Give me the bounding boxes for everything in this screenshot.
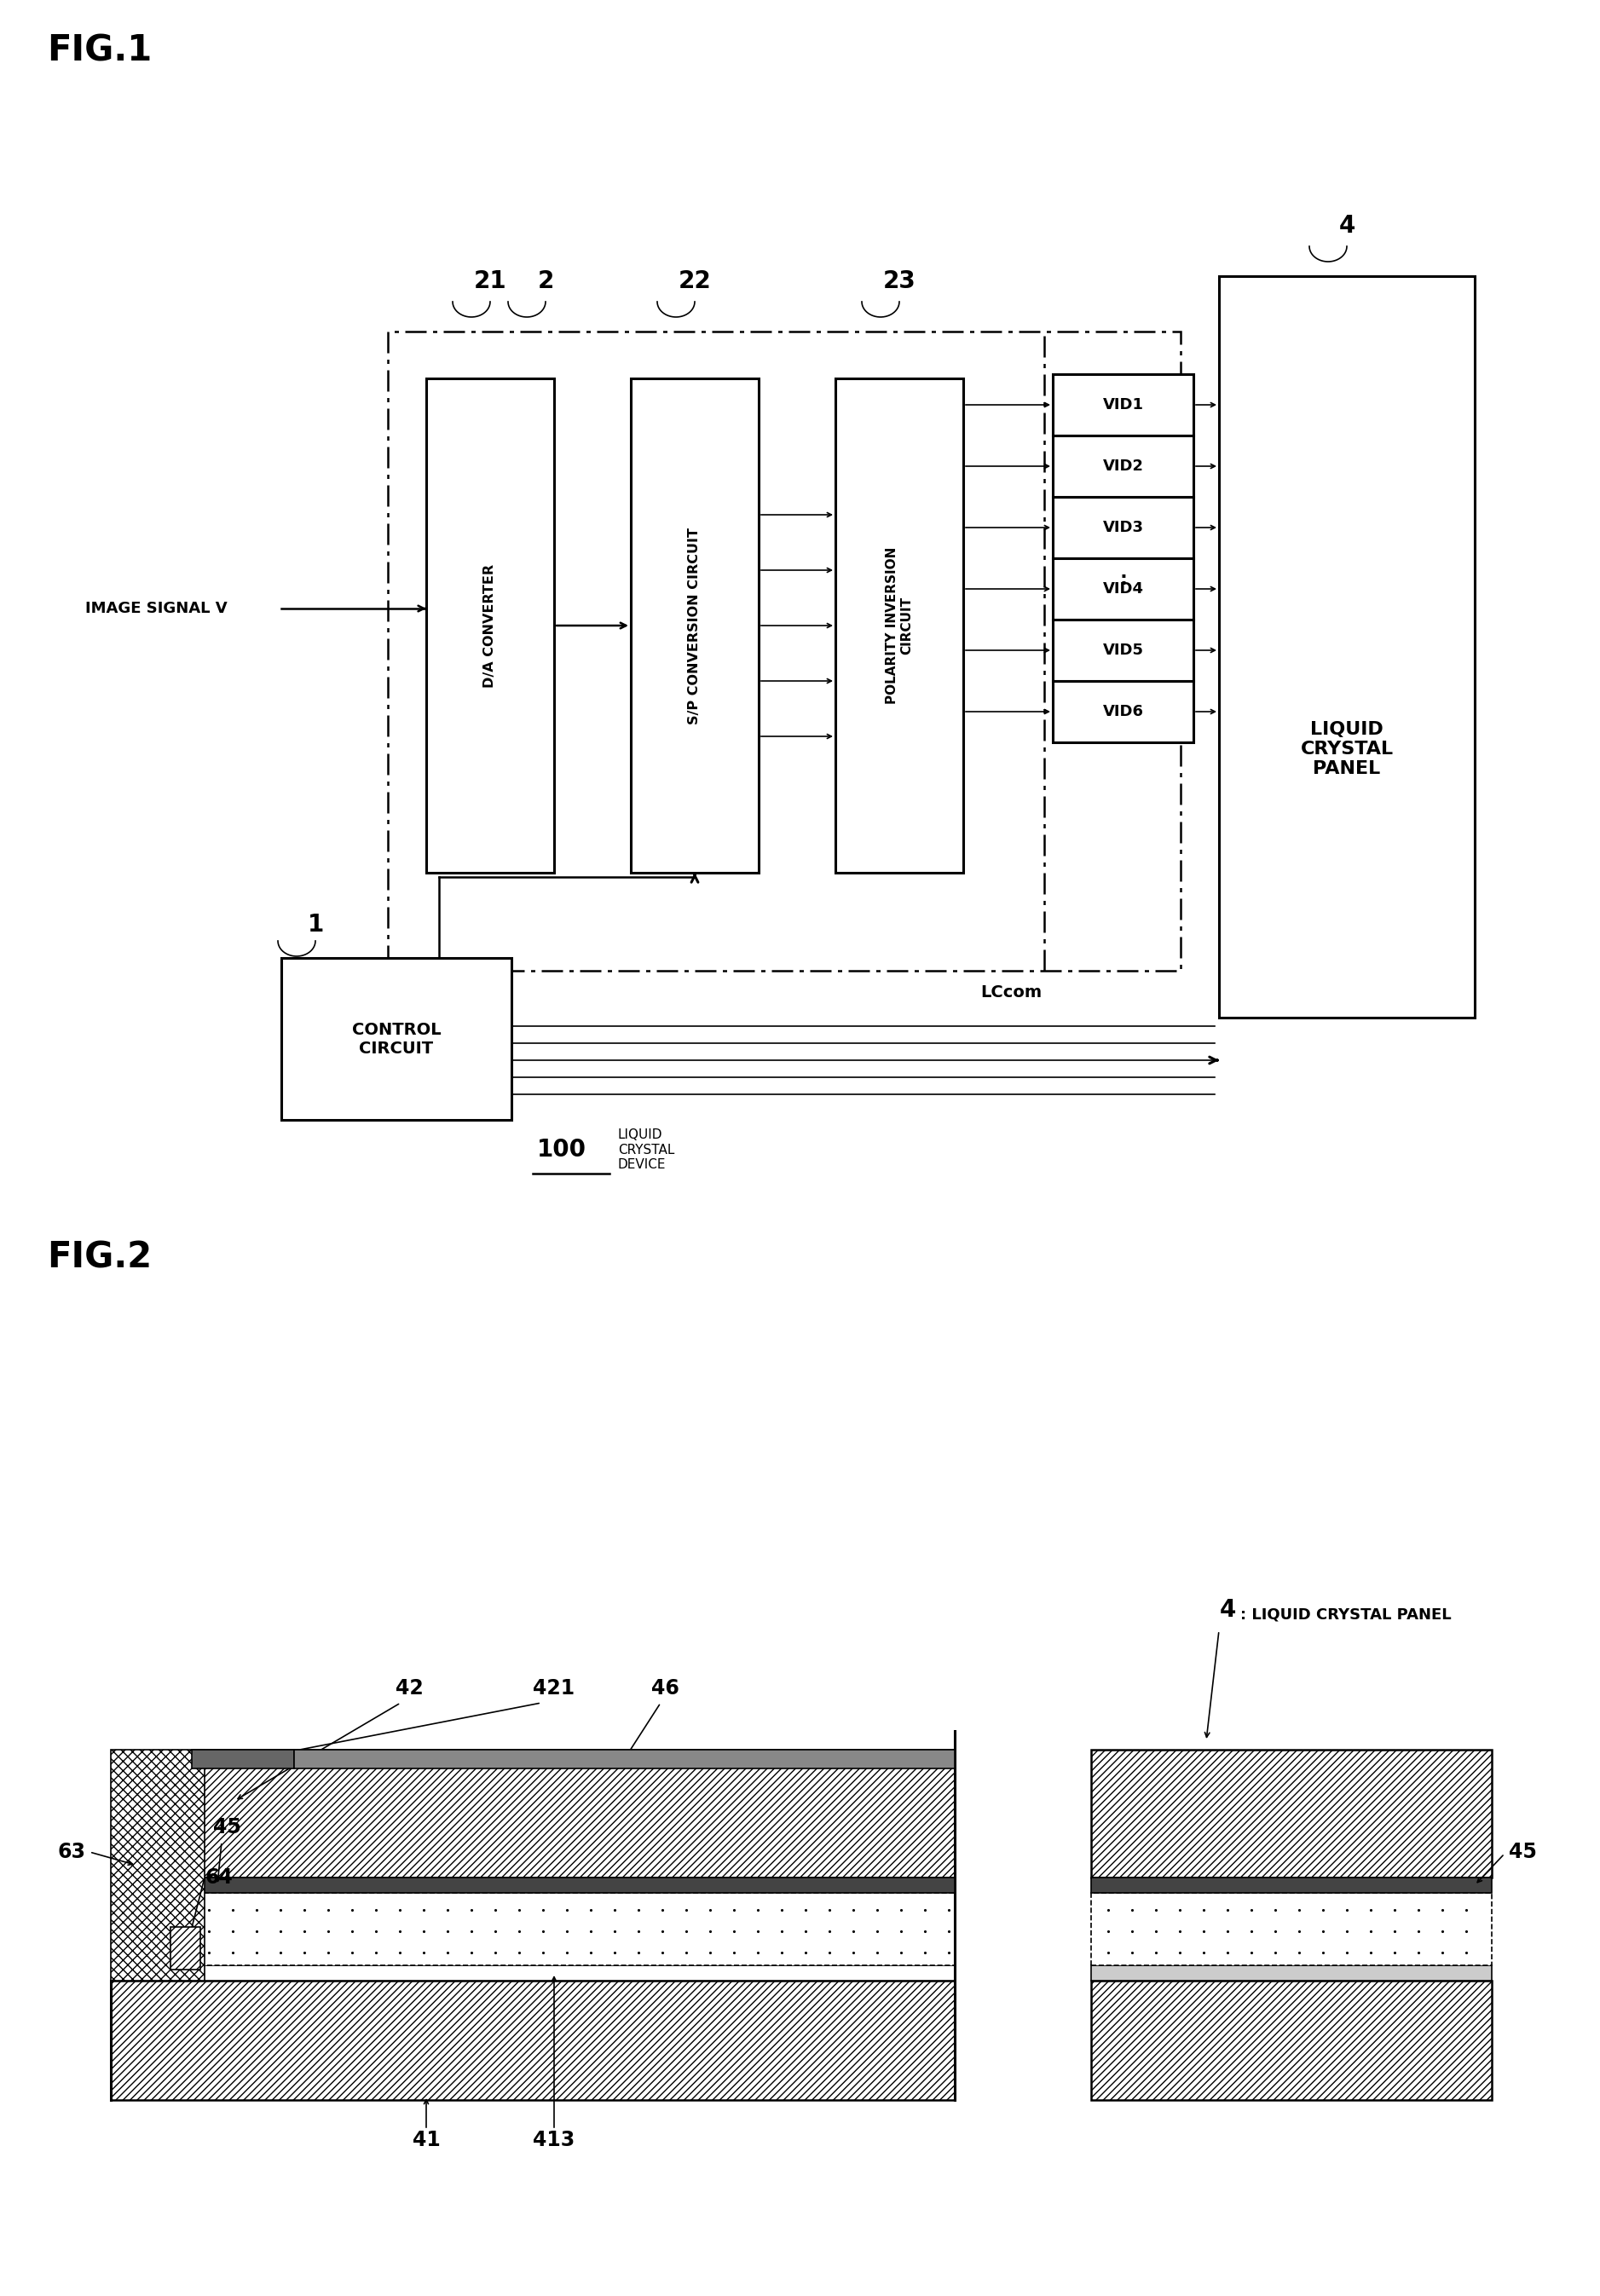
Bar xyxy=(192,1965,955,1981)
Bar xyxy=(192,1965,955,1981)
Text: 23: 23 xyxy=(883,269,915,294)
Text: 46: 46 xyxy=(651,1678,678,1699)
Text: 45: 45 xyxy=(1509,1841,1538,1862)
Text: 45: 45 xyxy=(213,1816,242,1837)
Text: LIQUID
CRYSTAL
PANEL: LIQUID CRYSTAL PANEL xyxy=(1301,721,1394,778)
Text: 42: 42 xyxy=(395,1678,422,1699)
Bar xyxy=(1091,1750,1491,1878)
Bar xyxy=(1053,436,1194,496)
Bar xyxy=(1053,682,1194,742)
Bar xyxy=(282,957,512,1120)
Text: POLARITY INVERSION
CIRCUIT: POLARITY INVERSION CIRCUIT xyxy=(885,546,914,705)
Text: D/A CONVERTER: D/A CONVERTER xyxy=(483,565,496,687)
Bar xyxy=(1053,558,1194,620)
Bar xyxy=(171,1926,200,1970)
Bar xyxy=(110,1981,955,2101)
Bar xyxy=(1053,496,1194,558)
Text: 64: 64 xyxy=(205,1867,232,1887)
Text: 41: 41 xyxy=(413,2131,440,2151)
Text: 63: 63 xyxy=(58,1841,85,1862)
Text: VID1: VID1 xyxy=(1102,397,1144,413)
Bar xyxy=(426,379,554,872)
Text: VID6: VID6 xyxy=(1102,705,1144,719)
Text: FIG.1: FIG.1 xyxy=(46,32,152,69)
Bar xyxy=(1091,1878,1491,1892)
Text: 1: 1 xyxy=(307,914,323,937)
Bar xyxy=(1091,1965,1491,1981)
Text: :: : xyxy=(1120,572,1126,588)
Text: 4: 4 xyxy=(1219,1598,1237,1621)
Bar xyxy=(1091,1892,1491,1965)
Bar xyxy=(192,1878,955,1892)
Text: 22: 22 xyxy=(678,269,712,294)
Text: LIQUID
CRYSTAL
DEVICE: LIQUID CRYSTAL DEVICE xyxy=(618,1127,675,1171)
Text: 4: 4 xyxy=(1339,214,1355,239)
Text: IMAGE SIGNAL V: IMAGE SIGNAL V xyxy=(85,602,227,615)
Text: VID2: VID2 xyxy=(1102,459,1144,473)
Text: CONTROL
CIRCUIT: CONTROL CIRCUIT xyxy=(352,1022,442,1056)
Text: VID3: VID3 xyxy=(1102,519,1144,535)
Bar xyxy=(1219,276,1475,1017)
Text: : LIQUID CRYSTAL PANEL: : LIQUID CRYSTAL PANEL xyxy=(1240,1607,1451,1621)
Bar xyxy=(294,1750,955,1768)
Text: LCcom: LCcom xyxy=(981,985,1042,1001)
Text: 100: 100 xyxy=(538,1139,587,1162)
Text: VID5: VID5 xyxy=(1102,643,1144,659)
Text: FIG.2: FIG.2 xyxy=(46,1240,152,1274)
Bar xyxy=(192,1750,294,1768)
Bar xyxy=(1053,374,1194,436)
Text: VID4: VID4 xyxy=(1102,581,1144,597)
Text: 2: 2 xyxy=(538,269,554,294)
Bar xyxy=(110,1750,205,1981)
Bar xyxy=(1091,1981,1491,2101)
Bar xyxy=(630,379,758,872)
Text: 21: 21 xyxy=(474,269,507,294)
Text: 413: 413 xyxy=(533,2131,574,2151)
Bar xyxy=(835,379,963,872)
Bar xyxy=(387,331,1181,971)
Bar xyxy=(1053,620,1194,682)
Bar xyxy=(192,1750,955,1878)
Text: S/P CONVERSION CIRCUIT: S/P CONVERSION CIRCUIT xyxy=(688,528,701,723)
Text: 421: 421 xyxy=(533,1678,574,1699)
Bar xyxy=(192,1892,955,1965)
